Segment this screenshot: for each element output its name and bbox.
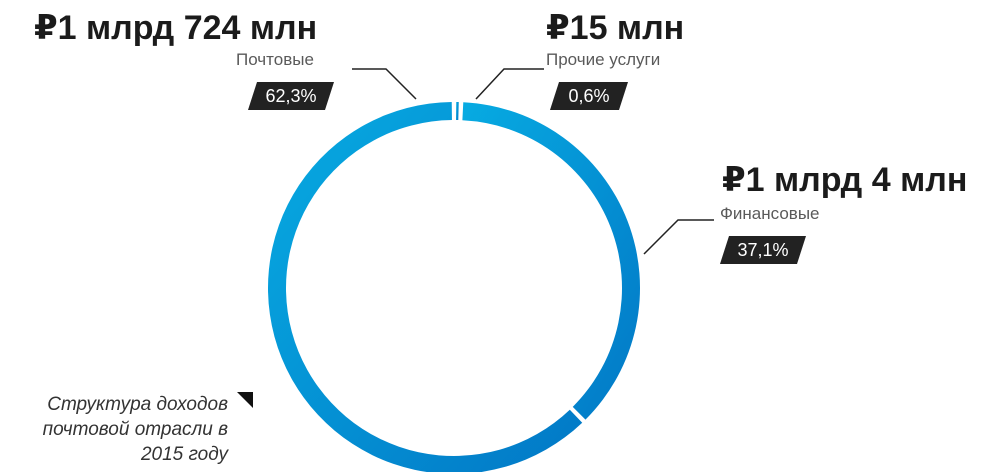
leader-line-financial [643,219,714,255]
slice-label-other: Прочие услуги [546,50,661,69]
slice-label-financial: Финансовые [720,204,820,223]
slice-percent-financial: 37,1% [720,236,806,264]
chart-caption: Структура доходов почтовой отрасли в 201… [42,394,228,465]
donut-slice-postal [268,102,583,472]
caption-corner-marker [237,392,253,408]
slice-amount-financial: ₽1 млрд 4 млн [722,161,968,199]
donut-slice-financial [462,102,640,420]
slice-label-postal: Почтовые [236,50,314,69]
slice-percent-other: 0,6% [550,82,628,110]
slice-amount-postal: ₽1 млрд 724 млн [34,9,318,47]
leader-line-other [475,68,544,100]
donut-slice-other [456,102,459,121]
slice-percent-postal: 62,3% [248,82,334,110]
leader-line-postal [352,68,417,100]
slice-amount-other: ₽15 млн [546,9,685,47]
